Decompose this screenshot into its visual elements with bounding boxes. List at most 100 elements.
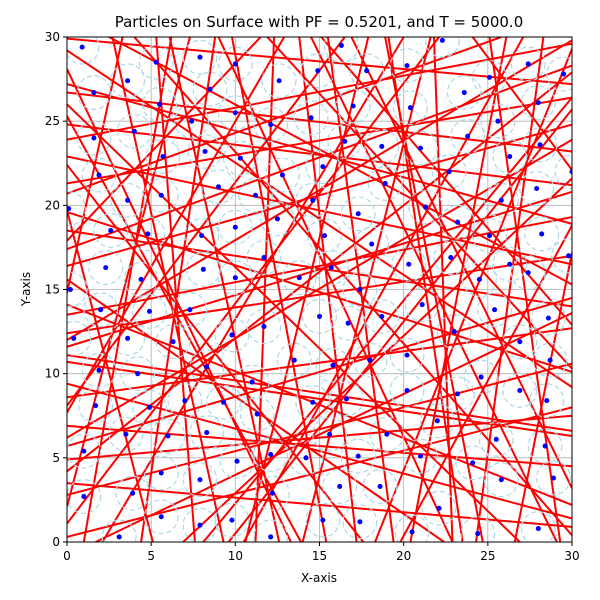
particle-point-126 bbox=[434, 418, 440, 424]
particle-point-20 bbox=[308, 115, 314, 121]
exclusion-circle-96 bbox=[189, 349, 225, 385]
exclusion-circle-123 bbox=[340, 438, 376, 474]
exclusion-circle-1 bbox=[138, 44, 174, 80]
exclusion-circle-95 bbox=[120, 356, 156, 392]
x-tick-label-0: 0 bbox=[63, 549, 71, 563]
particle-point-55 bbox=[232, 224, 238, 230]
x-tick-label-6: 30 bbox=[564, 549, 579, 563]
particle-point-50 bbox=[498, 197, 504, 203]
particle-point-4 bbox=[338, 42, 344, 48]
exclusion-circle-83 bbox=[172, 292, 208, 328]
particle-points bbox=[67, 37, 572, 540]
exclusion-circle-91 bbox=[477, 292, 513, 328]
exclusion-circle-102 bbox=[463, 359, 499, 395]
trajectory-line-73 bbox=[95, 312, 572, 542]
particle-point-24 bbox=[495, 118, 501, 124]
trajectory-line-52 bbox=[67, 37, 191, 507]
exclusion-circle-118 bbox=[189, 415, 225, 451]
exclusion-circle-89 bbox=[404, 287, 440, 323]
y-tick-label-4: 20 bbox=[45, 198, 60, 212]
exclusion-circle-80 bbox=[110, 320, 146, 356]
particle-point-53 bbox=[145, 231, 151, 237]
trajectory-line-72 bbox=[108, 37, 572, 286]
trajectory-line-31 bbox=[254, 37, 276, 542]
particle-point-77 bbox=[507, 261, 513, 267]
exclusion-circle-47 bbox=[295, 182, 331, 218]
particle-point-109 bbox=[310, 399, 316, 405]
x-axis-label: X-axis bbox=[301, 571, 337, 585]
exclusion-circle-94 bbox=[81, 352, 117, 388]
particle-point-76 bbox=[476, 276, 482, 282]
particle-point-123 bbox=[355, 453, 361, 459]
particle-point-70 bbox=[67, 286, 73, 293]
exclusion-circle-112 bbox=[440, 376, 475, 412]
particle-point-57 bbox=[322, 233, 328, 239]
particle-point-40 bbox=[446, 169, 452, 175]
exclusion-circle-121 bbox=[288, 440, 324, 476]
particle-point-9 bbox=[125, 78, 131, 84]
particle-point-114 bbox=[544, 398, 550, 404]
exclusion-circle-138 bbox=[101, 519, 137, 542]
exclusion-circle-137 bbox=[67, 479, 102, 514]
exclusion-circle-27 bbox=[116, 113, 152, 149]
particle-point-14 bbox=[404, 63, 410, 69]
exclusion-circle-140 bbox=[143, 499, 179, 535]
trajectory-line-30 bbox=[244, 37, 370, 542]
exclusion-circle-148 bbox=[460, 516, 496, 542]
exclusion-circle-85 bbox=[246, 309, 282, 344]
exclusion-circle-25 bbox=[520, 85, 556, 121]
trajectory-line-74 bbox=[67, 103, 521, 542]
exclusion-circle-86 bbox=[302, 298, 337, 334]
particle-point-125 bbox=[417, 453, 424, 459]
exclusion-circle-31 bbox=[364, 128, 400, 164]
particle-point-23 bbox=[461, 90, 467, 96]
particle-point-59 bbox=[455, 219, 461, 225]
particle-point-54 bbox=[199, 233, 205, 239]
exclusion-circle-53 bbox=[130, 216, 166, 252]
exclusion-circle-70 bbox=[67, 272, 88, 307]
exclusion-circle-35 bbox=[522, 127, 558, 163]
trajectory-line-67 bbox=[182, 177, 572, 542]
y-axis-label: Y-axis bbox=[19, 272, 33, 307]
trajectory-line-60 bbox=[67, 138, 572, 439]
exclusion-circle-90 bbox=[436, 314, 472, 350]
exclusion-circle-129 bbox=[527, 428, 563, 464]
exclusion-circle-126 bbox=[419, 403, 455, 439]
exclusion-circle-5 bbox=[424, 37, 460, 58]
particle-point-65 bbox=[369, 241, 375, 247]
trajectory-line-27 bbox=[168, 37, 281, 542]
x-tick-label-3: 15 bbox=[312, 549, 327, 563]
particle-point-43 bbox=[125, 197, 131, 203]
trajectory-line-68 bbox=[67, 71, 572, 473]
exclusion-circle-17 bbox=[174, 103, 210, 139]
particle-point-116 bbox=[123, 431, 129, 437]
data-layer bbox=[67, 37, 572, 542]
trajectory-line-54 bbox=[101, 37, 405, 542]
exclusion-circle-117 bbox=[150, 418, 186, 454]
trajectory-lines bbox=[67, 37, 572, 542]
trajectory-line-25 bbox=[111, 37, 225, 542]
particle-point-60 bbox=[486, 233, 493, 239]
exclusion-circle-34 bbox=[492, 139, 528, 174]
exclusion-circle-65 bbox=[354, 226, 390, 262]
exclusion-circle-15 bbox=[472, 59, 507, 95]
particle-point-64 bbox=[328, 265, 334, 271]
exclusion-circle-113 bbox=[502, 373, 538, 408]
exclusion-circle-108 bbox=[239, 396, 275, 432]
exclusion-circle-42 bbox=[67, 191, 87, 227]
exclusion-circle-146 bbox=[394, 514, 430, 542]
trajectory-line-34 bbox=[298, 37, 358, 542]
exclusion-circle-67 bbox=[433, 240, 469, 275]
trajectory-line-41 bbox=[475, 37, 545, 542]
particle-point-97 bbox=[249, 379, 255, 385]
particle-point-84 bbox=[229, 332, 235, 338]
particle-point-112 bbox=[455, 391, 461, 397]
particle-point-140 bbox=[158, 514, 164, 520]
exclusion-circles bbox=[67, 37, 572, 542]
particle-point-48 bbox=[382, 180, 388, 186]
particle-point-139 bbox=[130, 490, 136, 496]
particle-point-22 bbox=[407, 105, 413, 111]
chart-title: Particles on Surface with PF = 0.5201, a… bbox=[115, 13, 524, 31]
trajectory-line-17 bbox=[67, 211, 572, 373]
y-tick-label-6: 30 bbox=[45, 30, 60, 44]
